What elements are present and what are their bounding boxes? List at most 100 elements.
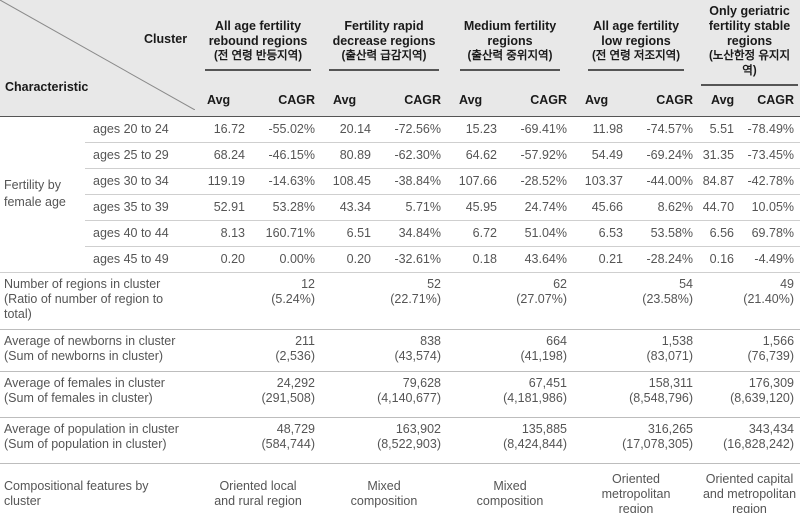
- females-value: 79,628 (4,140,677): [321, 371, 447, 418]
- cagr-value: -62.30%: [377, 142, 447, 169]
- cluster-header-low: All age fertility low regions (전 연령 저조지역): [573, 0, 699, 86]
- cagr-value: 53.58%: [629, 220, 700, 247]
- females-value: 24,292 (291,508): [195, 371, 321, 418]
- table-row: Fertility by female age ages 20 to 24 16.…: [0, 116, 800, 273]
- cagr-value: -69.24%: [629, 142, 700, 169]
- characteristic-header-label: Characteristic: [5, 80, 89, 94]
- avg-value: 6.51: [321, 220, 377, 247]
- regions-value: 52 (22.71%): [321, 272, 447, 330]
- age-group-label: ages 30 to 34: [85, 168, 195, 195]
- cagr-value: 53.28%: [251, 194, 321, 221]
- cagr-value: -28.52%: [503, 168, 573, 195]
- cagr-value: -69.41%: [503, 116, 573, 143]
- newborns-value: 664 (41,198): [447, 329, 573, 372]
- cagr-value: 0.00%: [251, 246, 321, 273]
- avg-value: 54.49: [573, 142, 629, 169]
- cluster-header-geriatric: Only geriatric fertility stable regions (노산…: [699, 0, 800, 86]
- newborns-value: 838 (43,574): [321, 329, 447, 372]
- avg-column-header: Avg: [321, 86, 377, 117]
- cagr-value: -38.84%: [377, 168, 447, 195]
- avg-value: 5.51: [699, 116, 741, 143]
- avg-value: 0.20: [195, 246, 251, 273]
- regions-value: 54 (23.58%): [573, 272, 700, 330]
- avg-column-header: Avg: [447, 86, 503, 117]
- cagr-value: 43.64%: [503, 246, 573, 273]
- features-value: Oriented metropolitan region: [573, 463, 700, 513]
- avg-value: 119.19: [195, 168, 251, 195]
- newborns-value: 211 (2,536): [195, 329, 321, 372]
- age-group-label: ages 45 to 49: [85, 246, 195, 273]
- females-row: Average of females in cluster (Sum of fem…: [0, 371, 800, 418]
- age-group-label: ages 35 to 39: [85, 194, 195, 221]
- avg-value: 80.89: [321, 142, 377, 169]
- cagr-value: 160.71%: [251, 220, 321, 247]
- newborns-row: Average of newborns in cluster (Sum of ne…: [0, 329, 800, 372]
- population-value: 316,265 (17,078,305): [573, 417, 700, 464]
- avg-value: 0.18: [447, 246, 503, 273]
- fertility-category-label: Fertility by female age: [0, 116, 85, 273]
- cagr-value: -55.02%: [251, 116, 321, 143]
- avg-value: 20.14: [321, 116, 377, 143]
- avg-value: 0.20: [321, 246, 377, 273]
- females-value: 158,311 (8,548,796): [573, 371, 700, 418]
- population-row: Average of population in cluster (Sum of …: [0, 417, 800, 464]
- cagr-value: -14.63%: [251, 168, 321, 195]
- cagr-value: -4.49%: [740, 246, 800, 273]
- cagr-value: -73.45%: [740, 142, 800, 169]
- avg-value: 6.56: [699, 220, 741, 247]
- cagr-value: 24.74%: [503, 194, 573, 221]
- features-value: Oriented local and rural region: [195, 463, 321, 513]
- cagr-value: -32.61%: [377, 246, 447, 273]
- table-row: ages 45 to 49 0.20 0.00% 0.20 -32.61% 0.…: [0, 246, 800, 273]
- cagr-value: 5.71%: [377, 194, 447, 221]
- females-row-label: Average of females in cluster (Sum of fem…: [0, 371, 195, 418]
- age-group-label: ages 25 to 29: [85, 142, 195, 169]
- table-row: ages 30 to 34 119.19 -14.63% 108.45 -38.…: [0, 168, 800, 195]
- age-group-label: ages 20 to 24: [85, 116, 195, 143]
- cagr-value: -74.57%: [629, 116, 700, 143]
- avg-value: 6.72: [447, 220, 503, 247]
- population-value: 135,885 (8,424,844): [447, 417, 573, 464]
- females-value: 67,451 (4,181,986): [447, 371, 573, 418]
- cagr-value: -28.24%: [629, 246, 700, 273]
- avg-value: 11.98: [573, 116, 629, 143]
- avg-value: 16.72: [195, 116, 251, 143]
- avg-column-header: Avg: [699, 86, 741, 117]
- newborns-value: 1,566 (76,739): [699, 329, 800, 372]
- features-value: Oriented capital and metropolitan region: [699, 463, 800, 513]
- cagr-value: 34.84%: [377, 220, 447, 247]
- avg-value: 8.13: [195, 220, 251, 247]
- age-group-label: ages 40 to 44: [85, 220, 195, 247]
- header-corner-cell: Cluster Characteristic: [0, 0, 195, 117]
- avg-value: 43.34: [321, 194, 377, 221]
- diagonal-divider: [0, 0, 195, 110]
- cagr-value: 8.62%: [629, 194, 700, 221]
- table-row: ages 40 to 44 8.13 160.71% 6.51 34.84% 6…: [0, 220, 800, 247]
- avg-value: 108.45: [321, 168, 377, 195]
- cagr-column-header: CAGR: [377, 86, 447, 117]
- cagr-column-header: CAGR: [503, 86, 573, 117]
- cagr-value: 10.05%: [740, 194, 800, 221]
- regions-value: 49 (21.40%): [699, 272, 800, 330]
- cagr-value: -42.78%: [740, 168, 800, 195]
- avg-value: 84.87: [699, 168, 741, 195]
- population-row-label: Average of population in cluster (Sum of …: [0, 417, 195, 464]
- cagr-column-header: CAGR: [740, 86, 800, 117]
- features-row: Compositional features by cluster Oriente…: [0, 463, 800, 513]
- avg-value: 45.66: [573, 194, 629, 221]
- avg-value: 6.53: [573, 220, 629, 247]
- avg-value: 15.23: [447, 116, 503, 143]
- cagr-value: -44.00%: [629, 168, 700, 195]
- avg-value: 64.62: [447, 142, 503, 169]
- regions-row-label: Number of regions in cluster (Ratio of nu…: [0, 272, 195, 330]
- avg-value: 45.95: [447, 194, 503, 221]
- cagr-column-header: CAGR: [251, 86, 321, 117]
- features-value: Mixed composition: [321, 463, 447, 513]
- regions-row: Number of regions in cluster (Ratio of nu…: [0, 272, 800, 330]
- population-value: 48,729 (584,744): [195, 417, 321, 464]
- avg-value: 31.35: [699, 142, 741, 169]
- cagr-value: 51.04%: [503, 220, 573, 247]
- table-row: ages 35 to 39 52.91 53.28% 43.34 5.71% 4…: [0, 194, 800, 221]
- population-value: 163,902 (8,522,903): [321, 417, 447, 464]
